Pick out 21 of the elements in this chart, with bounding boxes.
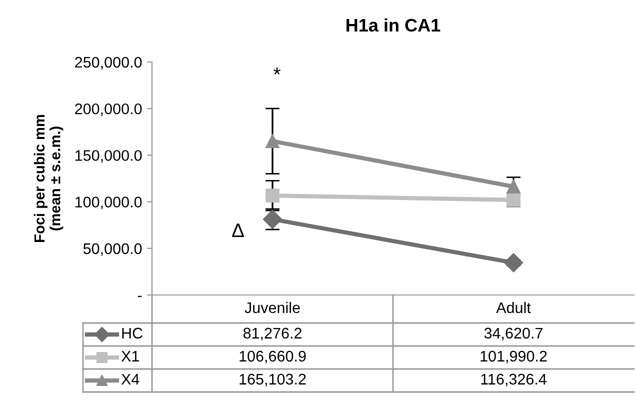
text: 116,326.4	[481, 374, 546, 386]
text: 106,660.9	[240, 350, 306, 364]
text: 101,990.2	[480, 350, 547, 364]
y-tick-label: -	[138, 296, 142, 298]
y-tick-label: 50,000.0	[83, 243, 142, 256]
text: 165,103.2	[240, 374, 306, 386]
annotation: Δ	[232, 224, 244, 238]
legend-label: X1	[121, 350, 139, 362]
annotation: *	[274, 68, 280, 74]
y-tick-label: 100,000.0	[75, 196, 142, 210]
legend-label: X4	[121, 374, 140, 384]
y-tick-label: 250,000.0	[75, 56, 142, 70]
chart-title: H1a in CA1	[346, 18, 440, 32]
legend-label: HC	[122, 328, 142, 339]
text: 34,620.7	[484, 328, 542, 340]
x-tick-label: Adult	[496, 302, 531, 314]
text: 81,276.2	[243, 328, 302, 340]
y-axis-title: Foci per cubic mm (mean ± s.e.m.)	[34, 114, 64, 242]
y-tick-label: 200,000.0	[75, 103, 142, 116]
y-tick-label: 150,000.0	[75, 150, 142, 163]
x-tick-label: Juvenile	[244, 302, 300, 314]
